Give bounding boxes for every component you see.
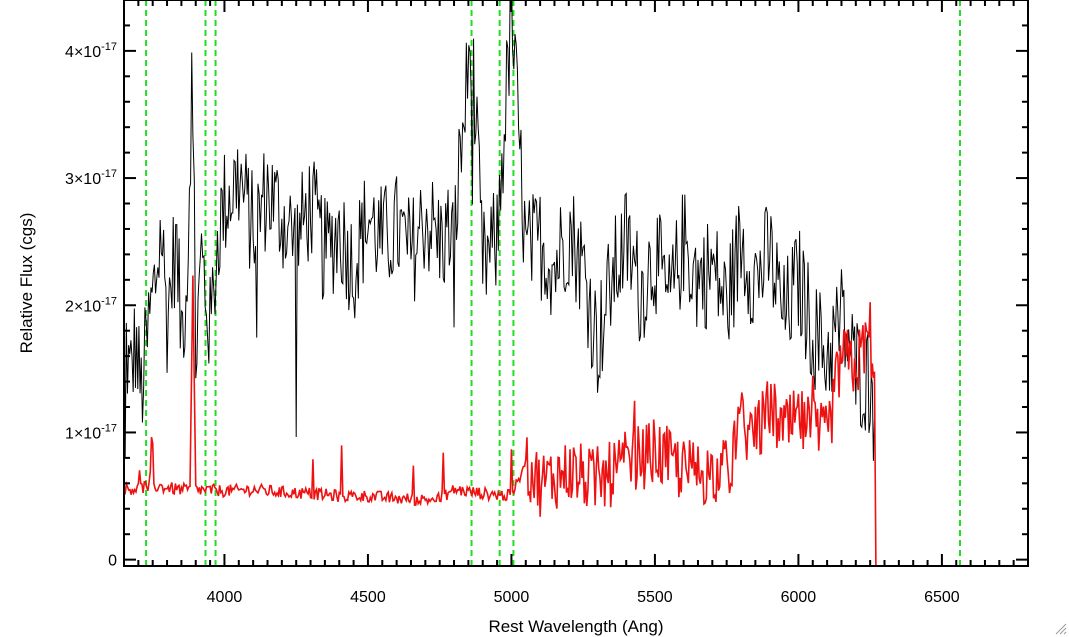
series-line-2	[124, 275, 1028, 566]
x-tick-labels: 4000 4500 5000 5500 6000 6500	[207, 589, 960, 606]
y-tick-label: 4×10-17	[65, 41, 117, 61]
series-line-1	[124, 0, 875, 461]
y-tick-label: 2×10-17	[65, 295, 117, 315]
x-axis-title: Rest Wavelength (Ang)	[488, 617, 663, 636]
y-axis-title: Relative Flux (cgs)	[17, 213, 36, 354]
x-tick-label: 6000	[781, 589, 817, 606]
y-tick-label: 0	[108, 553, 117, 570]
x-tick-label: 4000	[207, 589, 243, 606]
resize-grip-icon[interactable]	[1055, 623, 1067, 635]
y-tick-label: 1×10-17	[65, 422, 117, 442]
axis-ticks	[123, 0, 1029, 566]
y-tick-label: 3×10-17	[65, 168, 117, 188]
x-tick-label: 6500	[924, 589, 960, 606]
plot-frame	[123, 0, 1029, 567]
x-tick-label: 5000	[494, 589, 530, 606]
y-tick-labels: 0 1×10-17 2×10-17 3×10-17 4×10-17	[65, 41, 117, 570]
x-tick-label: 5500	[637, 589, 673, 606]
x-tick-label: 4500	[350, 589, 386, 606]
series-layer	[124, 0, 1028, 566]
